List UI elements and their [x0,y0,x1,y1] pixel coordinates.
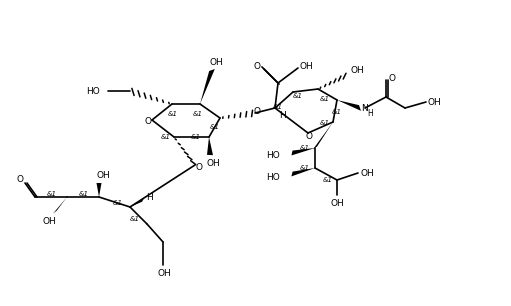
Text: &1: &1 [168,111,178,117]
Text: &1: &1 [210,124,220,130]
Text: O: O [253,62,261,70]
Polygon shape [130,198,144,207]
Text: HO: HO [266,173,280,181]
Text: &1: &1 [323,177,333,183]
Text: OH: OH [360,169,374,177]
Text: OH: OH [299,62,313,70]
Text: &1: &1 [300,145,310,151]
Text: &1: &1 [332,109,342,115]
Polygon shape [291,148,315,155]
Text: &1: &1 [293,93,303,99]
Text: H: H [367,109,373,118]
Text: HO: HO [266,151,280,159]
Polygon shape [200,69,215,104]
Text: O: O [306,132,313,140]
Text: H: H [280,110,286,120]
Polygon shape [291,168,315,177]
Text: O: O [16,176,24,185]
Text: OH: OH [96,170,110,180]
Polygon shape [53,197,67,214]
Text: &1: &1 [193,111,203,117]
Text: &1: &1 [300,165,310,171]
Text: &1: &1 [161,134,171,140]
Text: &1: &1 [113,200,123,206]
Text: OH: OH [206,159,220,167]
Text: O: O [196,162,202,171]
Text: &1: &1 [320,96,330,102]
Text: N: N [361,103,367,113]
Text: O: O [145,117,151,125]
Text: O: O [253,106,261,115]
Text: OH: OH [330,199,344,207]
Text: OH: OH [157,270,171,278]
Polygon shape [97,183,102,197]
Text: OH: OH [42,217,56,226]
Text: HO: HO [86,87,100,95]
Text: &1: &1 [79,191,89,197]
Text: &1: &1 [47,191,57,197]
Text: &1: &1 [273,104,283,110]
Text: OH: OH [209,58,223,66]
Text: OH: OH [350,65,364,74]
Text: H: H [146,192,152,201]
Text: &1: &1 [320,120,330,126]
Polygon shape [207,137,213,155]
Text: &1: &1 [191,134,201,140]
Text: O: O [388,73,396,83]
Polygon shape [313,122,333,149]
Text: OH: OH [427,98,441,106]
Text: &1: &1 [130,216,140,222]
Polygon shape [337,100,361,111]
